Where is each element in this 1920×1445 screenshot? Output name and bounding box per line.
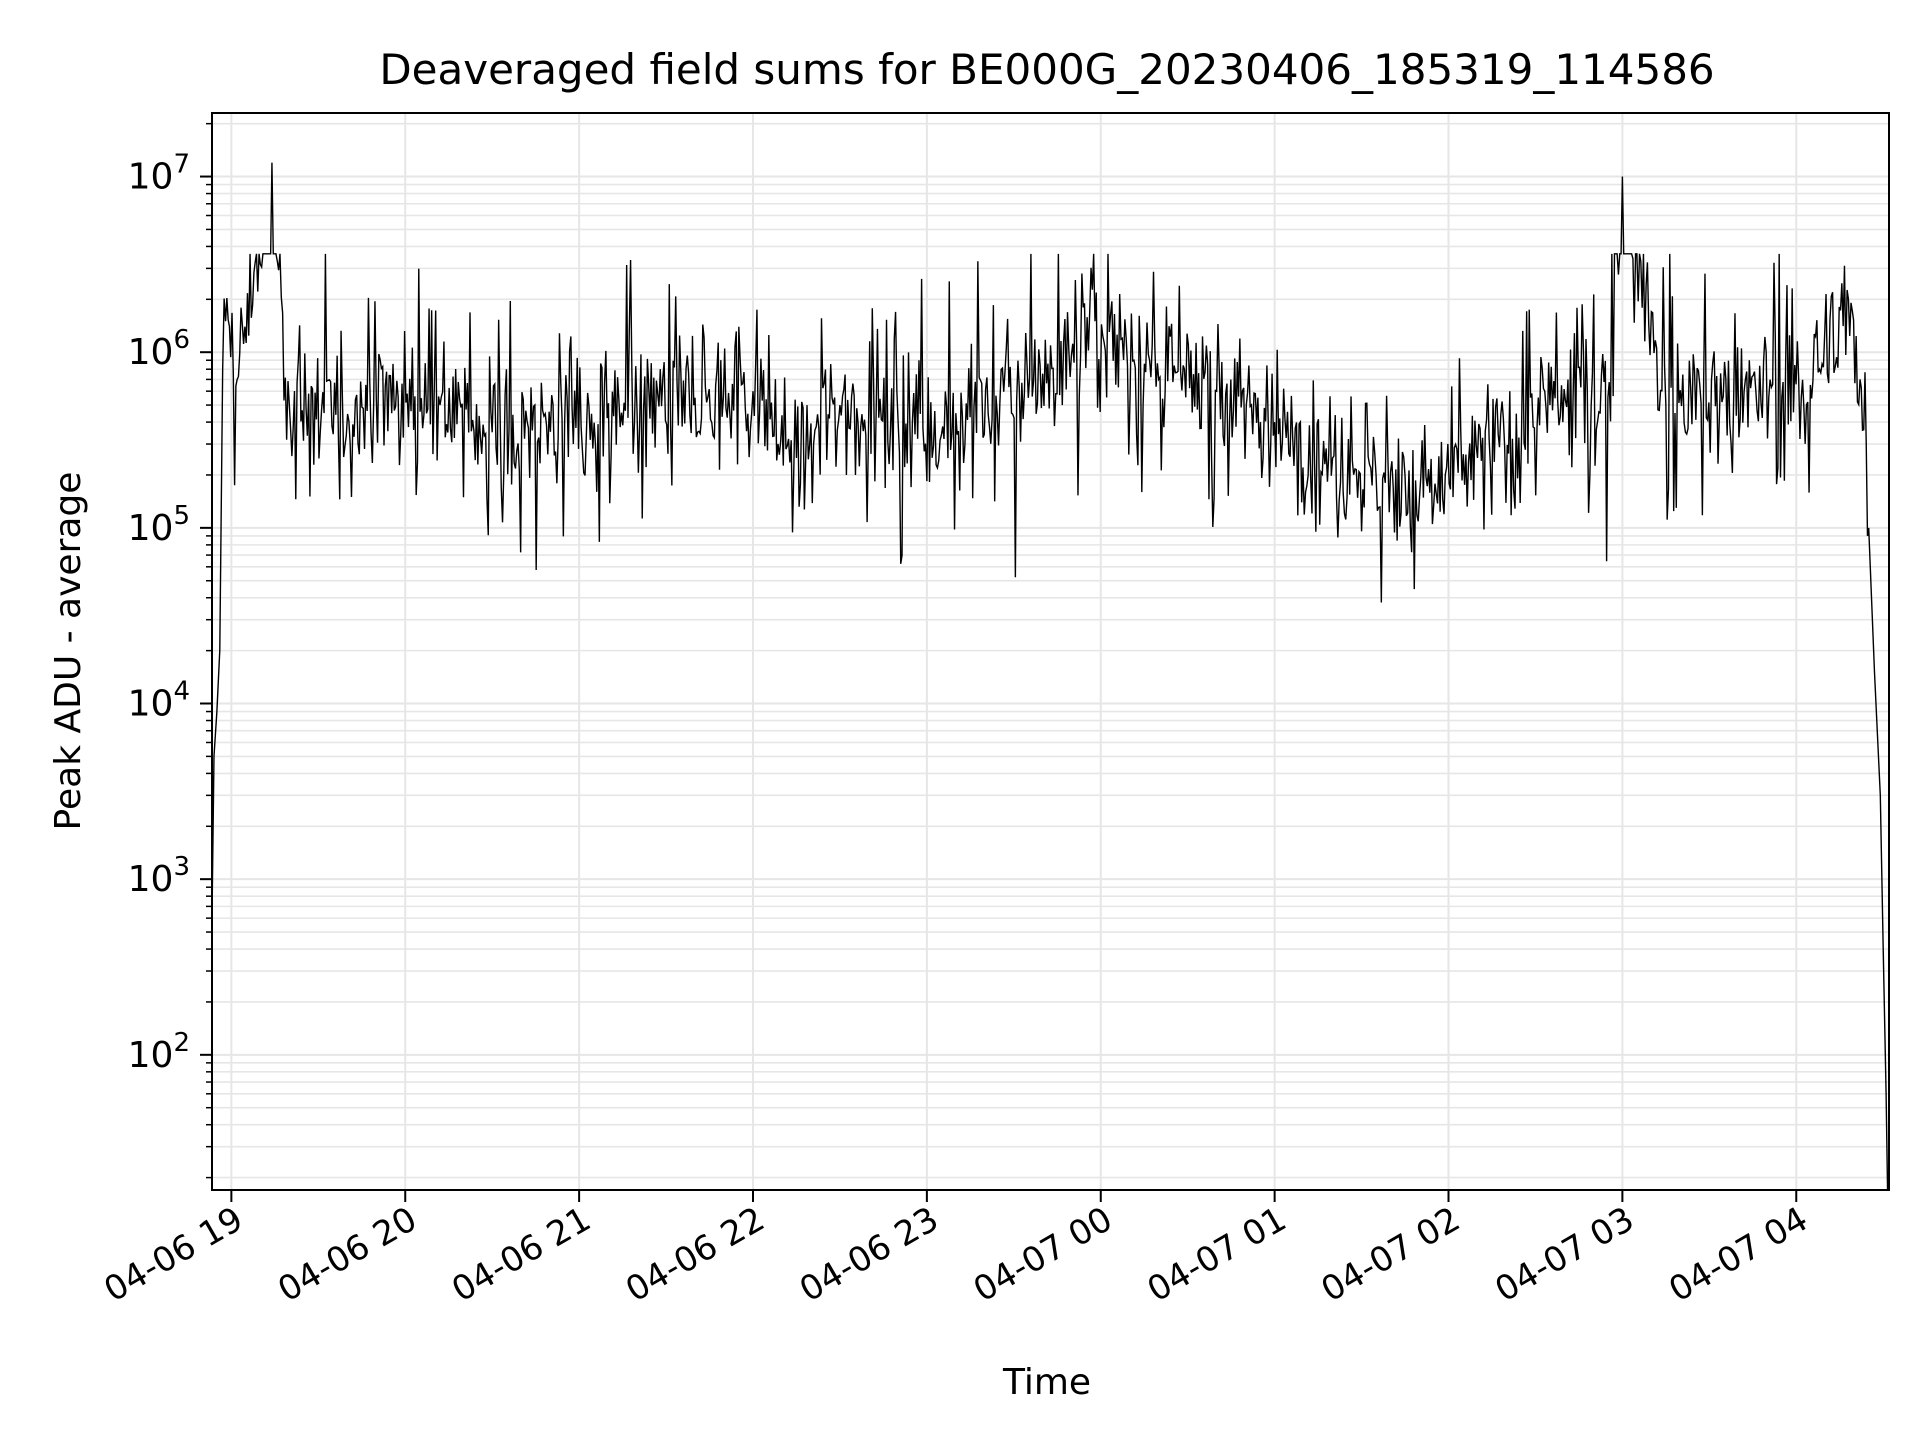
- y-tick-label: 103: [128, 852, 190, 900]
- y-axis: 102 103 104 105 106 107: [128, 122, 212, 1179]
- plot-frame: [211, 112, 1890, 1191]
- x-axis-label: Time: [1002, 1362, 1091, 1403]
- y-axis-label: Peak ADU - average: [48, 472, 89, 831]
- series-line-0: [211, 162, 1889, 1191]
- series-layer: [211, 162, 1889, 1191]
- x-tick-label: 04-07 04: [1662, 1199, 1814, 1310]
- y-tick-label: 105: [128, 501, 190, 549]
- x-tick-label: 04-07 01: [1141, 1199, 1293, 1310]
- x-tick-label: 04-06 21: [445, 1199, 597, 1310]
- x-tick-label: 04-07 03: [1488, 1199, 1640, 1310]
- x-tick-label: 04-07 00: [967, 1199, 1119, 1310]
- y-tick-label: 106: [128, 325, 190, 373]
- x-tick-label: 04-06 19: [97, 1199, 249, 1310]
- x-tick-label: 04-06 23: [793, 1199, 945, 1310]
- y-tick-label: 102: [128, 1028, 190, 1076]
- y-tick-label: 104: [128, 677, 190, 725]
- x-axis: 04-06 19 04-06 20 04-06 21 04-06 22 04-06 23…: [97, 1190, 1815, 1310]
- x-tick-label: 04-06 22: [619, 1199, 771, 1310]
- grid: [212, 113, 1889, 1190]
- x-tick-label: 04-06 20: [271, 1199, 423, 1310]
- chart-title: Deaveraged field sums for BE000G_2023040…: [379, 45, 1714, 94]
- y-tick-label: 107: [128, 150, 190, 198]
- x-tick-label: 04-07 02: [1315, 1199, 1467, 1310]
